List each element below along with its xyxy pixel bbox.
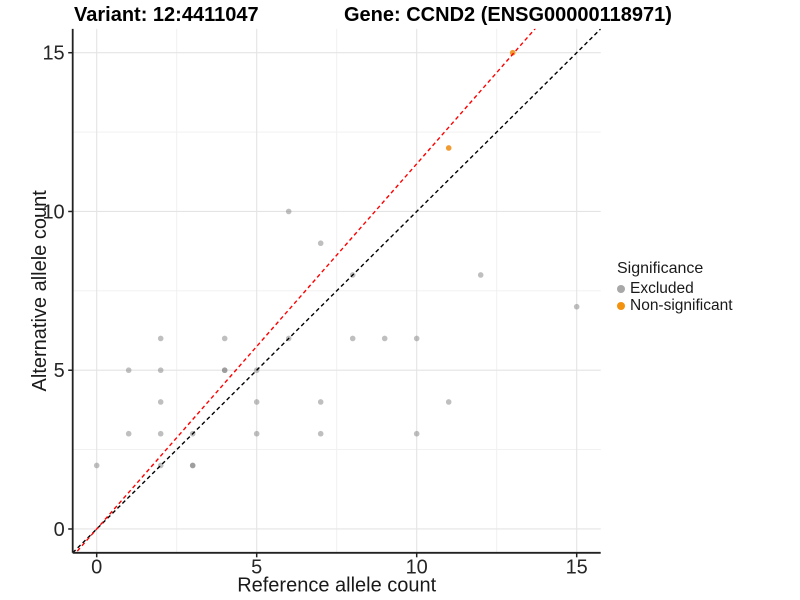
scatter-point-excluded: [317, 240, 324, 247]
x-tick-label: 10: [406, 556, 428, 578]
scatter-point-excluded: [413, 335, 420, 342]
legend-item-excluded: Excluded: [617, 280, 733, 298]
non-significant-dot-icon: [617, 301, 625, 310]
variant-title: Variant: 12:4411047: [74, 4, 259, 26]
scatter-point-excluded: [413, 430, 420, 437]
y-tick-label: 0: [54, 519, 65, 541]
legend: Significance Excluded Non-significant: [617, 260, 733, 314]
scatter-point-excluded: [157, 430, 164, 437]
scatter-point-excluded: [573, 303, 580, 310]
legend-title: Significance: [617, 260, 704, 277]
scatter-point-excluded: [125, 367, 132, 374]
scatter-point-excluded: [221, 335, 228, 342]
scatter-point-excluded: [157, 367, 164, 374]
scatter-point-non-significant: [445, 145, 452, 151]
scatter-point-excluded: [317, 399, 324, 405]
excluded-dot-icon: [617, 285, 625, 294]
y-axis-title: Alternative allele count: [29, 190, 51, 392]
legend-label-excluded: Excluded: [630, 280, 694, 298]
x-axis-title: Reference allele count: [237, 575, 436, 597]
scatter-point-non-significant: [509, 49, 516, 56]
x-tick-label: 5: [251, 556, 262, 578]
scatter-point-excluded: [157, 335, 164, 342]
scatter-point-excluded: [253, 399, 260, 405]
scatter-point-excluded: [285, 208, 292, 215]
scatter-point-excluded: [317, 430, 324, 437]
expected-ratio-line: [74, 28, 536, 553]
gene-title: Gene: CCND2 (ENSG00000118971): [344, 4, 672, 26]
scatter-point-excluded: [189, 462, 196, 469]
scatter-point-excluded: [445, 399, 452, 405]
identity-line: [72, 28, 601, 553]
scatter-point-excluded: [349, 335, 356, 342]
legend-item-non-significant: Non-significant: [617, 296, 733, 314]
scatter-point-excluded: [381, 335, 388, 342]
scatter-point-excluded: [125, 430, 132, 437]
y-tick-label: 10: [42, 201, 64, 223]
y-tick-label: 15: [42, 43, 64, 65]
scatter-point-excluded: [93, 462, 100, 469]
scatter-point-excluded: [253, 430, 260, 437]
legend-label-non-significant: Non-significant: [630, 296, 733, 314]
scatter-point-excluded: [157, 399, 164, 405]
y-tick-label: 5: [54, 360, 65, 382]
x-tick-label: 15: [566, 556, 588, 578]
scatter-point-excluded: [477, 272, 484, 278]
x-tick-label: 0: [91, 556, 102, 578]
scatter-point-excluded: [221, 367, 228, 374]
